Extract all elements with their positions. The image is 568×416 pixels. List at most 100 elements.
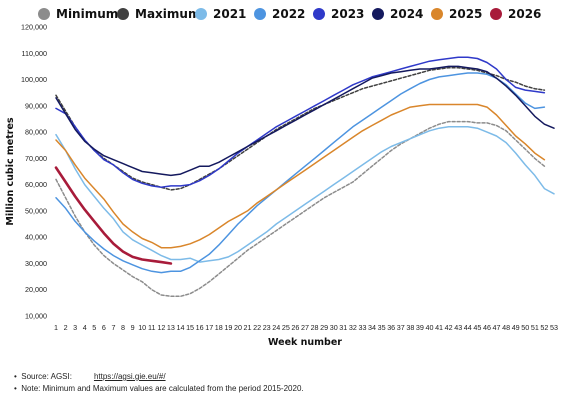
legend-label-2025: 2025 [449,7,482,21]
x-tick-label: 52 [540,323,548,332]
legend-label-minimum: Minimum [56,7,118,21]
x-axis-title: Week number [268,337,342,348]
y-tick-label: 90,000 [25,101,47,110]
y-tick-label: 40,000 [25,233,47,242]
x-tick-label: 13 [167,323,175,332]
x-tick-label: 51 [531,323,539,332]
x-tick-label: 20 [234,323,242,332]
x-tick-label: 7 [111,323,115,332]
legend-marker-2024 [372,8,384,20]
series-line-minimum [55,120,546,298]
x-tick-label: 11 [148,323,155,332]
x-tick-label: 46 [483,323,491,332]
x-tick-label: 4 [83,323,87,332]
source-link[interactable]: https://agsi.gie.eu/#/ [93,372,166,381]
legend-marker-2021 [195,8,207,20]
x-tick-label: 47 [493,323,501,332]
x-tick-label: 34 [368,323,376,332]
x-tick-label: 8 [121,323,125,332]
y-tick-label: 110,000 [22,49,47,58]
x-tick-label: 31 [339,323,347,332]
legend-label-2021: 2021 [213,7,246,21]
x-tick-label: 12 [157,323,165,332]
legend-label-2024: 2024 [390,7,423,21]
x-tick-label: 49 [512,323,520,332]
source-note: • Source: AGSI: https://agsi.gie.eu/#/ [14,371,304,383]
x-tick-label: 39 [416,323,424,332]
series-line-maximum [55,66,546,191]
x-tick-label: 17 [205,323,213,332]
x-tick-label: 30 [330,323,338,332]
x-tick-label: 35 [378,323,386,332]
x-tick-label: 14 [177,323,185,332]
y-axis: 10,000 20,000 30,000 40,000 50,000 60,000 70,0… [5,23,47,321]
x-tick-label: 18 [215,323,223,332]
x-tick-label: 45 [473,323,481,332]
x-tick-label: 16 [196,323,204,332]
y-tick-label: 120,000 [21,23,47,32]
x-tick-label: 32 [349,323,357,332]
x-tick-label: 19 [224,323,232,332]
x-tick-label: 53 [550,323,558,332]
x-tick-label: 36 [387,323,395,332]
legend-marker-maximum [117,8,129,20]
y-tick-label: 70,000 [25,154,47,163]
x-tick-label: 27 [301,323,309,332]
legend-marker-2022 [254,8,266,20]
line-chart: Minimum Maximum 2021 2022 2023 2024 2025 202610… [5,7,558,348]
series-line-2026 [54,166,173,265]
legend: Minimum Maximum 2021 2022 2023 2024 2025 2026 [38,7,541,21]
x-tick-label: 6 [102,323,106,332]
legend-marker-2026 [490,8,502,20]
x-tick-label: 26 [291,323,299,332]
x-tick-label: 5 [92,323,96,332]
y-tick-label: 30,000 [25,259,47,268]
x-tick-label: 1 [54,323,58,332]
x-tick-label: 43 [454,323,462,332]
x-tick-label: 42 [445,323,453,332]
y-tick-label: 50,000 [25,206,47,215]
x-tick-label: 38 [406,323,414,332]
x-axis: 1 2 3 4 5 6 7 8 9 10 11 12 13 14 15 16 17 18 19 20 21 22 23 24 2… [54,323,558,348]
x-tick-label: 33 [358,323,366,332]
x-tick-label: 23 [263,323,271,332]
series-line-2021 [55,126,555,263]
bullet: • [14,372,22,381]
x-tick-label: 28 [311,323,319,332]
series-line-2025 [55,103,546,249]
x-tick-label: 24 [272,323,280,332]
x-tick-label: 15 [186,323,194,332]
x-tick-label: 25 [282,323,290,332]
x-tick-label: 22 [253,323,261,332]
legend-label-maximum: Maximum [135,7,200,21]
series-line-2024 [55,65,555,177]
x-tick-label: 44 [464,323,472,332]
y-tick-label: 20,000 [25,285,47,294]
x-tick-label: 50 [521,323,529,332]
x-tick-label: 3 [73,323,77,332]
legend-label-2026: 2026 [508,7,541,21]
y-tick-label: 10,000 [25,312,47,321]
x-tick-label: 2 [64,323,68,332]
legend-label-2023: 2023 [331,7,364,21]
y-tick-label: 60,000 [25,180,47,189]
legend-marker-2023 [313,8,325,20]
series-line-2023 [55,56,546,189]
x-tick-label: 37 [397,323,405,332]
x-tick-label: 29 [320,323,328,332]
x-tick-label: 9 [131,323,135,332]
x-tick-label: 21 [244,323,252,332]
y-axis-title: Million cubic metres [5,117,16,225]
y-tick-label: 80,000 [25,128,47,137]
legend-marker-minimum [38,8,50,20]
bullet: • [14,384,22,393]
y-tick-label: 100,000 [21,75,47,84]
method-note-text: Note: Minimum and Maximum values are cal… [21,384,304,393]
legend-label-2022: 2022 [272,7,305,21]
x-tick-label: 40 [426,323,434,332]
x-tick-label: 48 [502,323,510,332]
footnotes: • Source: AGSI: https://agsi.gie.eu/#/ • … [14,371,304,395]
x-tick-label: 41 [435,323,443,332]
series-lines [54,56,555,298]
series-line-2022 [55,72,546,274]
